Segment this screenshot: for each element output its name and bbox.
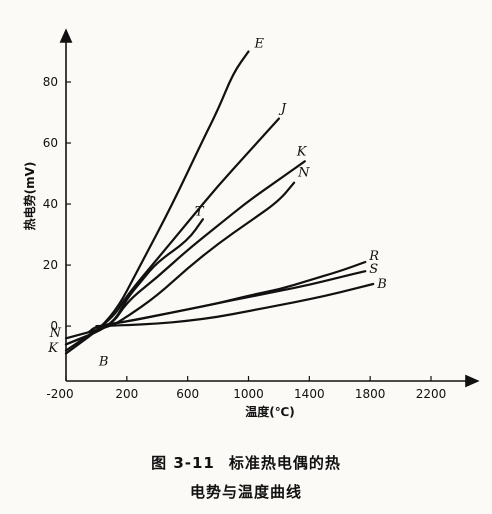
y-tick-label: 20 bbox=[43, 258, 58, 272]
x-tick-label: 1000 bbox=[233, 387, 264, 401]
x-tick-label: 1800 bbox=[355, 387, 386, 401]
chart: -200 200 600 1000 1400 1800 2200 0 20 40 60 80 温度(℃… bbox=[22, 28, 480, 419]
x-tick-label: 1400 bbox=[294, 387, 325, 401]
series-start-label-K: K bbox=[47, 341, 59, 356]
series-line-S bbox=[87, 270, 367, 334]
x-tick-label: 2200 bbox=[416, 387, 447, 401]
figure-caption-line-1: 图 3-11 标准热电偶的热 bbox=[0, 452, 492, 473]
y-tick-label: 40 bbox=[43, 197, 58, 211]
series-label-R: R bbox=[368, 249, 379, 264]
x-axis-label: 温度(℃) bbox=[245, 404, 295, 419]
series-line-J bbox=[64, 117, 280, 352]
series-layer bbox=[64, 50, 375, 355]
x-tick-label: 600 bbox=[176, 387, 199, 401]
series-label-E: E bbox=[254, 36, 265, 51]
series-label-B: B bbox=[376, 277, 387, 292]
series-label-S: S bbox=[369, 262, 378, 277]
caption-text-2: 电势与温度曲线 bbox=[189, 483, 302, 501]
series-line-N bbox=[64, 181, 296, 340]
y-tick-label: 0 bbox=[50, 319, 58, 333]
series-label-N: N bbox=[297, 166, 310, 181]
series-label-T: T bbox=[195, 204, 205, 219]
y-tick-label: 60 bbox=[43, 136, 58, 150]
series-line-E bbox=[64, 50, 250, 355]
figure-number: 图 3-11 bbox=[151, 454, 215, 472]
y-tick-label: 80 bbox=[43, 75, 58, 89]
figure-caption-line-2: 电势与温度曲线 bbox=[0, 481, 492, 502]
caption-text-1: 标准热电偶的热 bbox=[228, 454, 341, 472]
series-line-B bbox=[95, 282, 375, 328]
series-start-label-N: N bbox=[49, 326, 62, 341]
y-axis-label: 热电势(mV) bbox=[22, 162, 37, 231]
x-tick-label: 200 bbox=[115, 387, 138, 401]
axes-layer: -200 200 600 1000 1400 1800 2200 0 20 40 60 80 bbox=[43, 28, 480, 401]
series-label-J: J bbox=[278, 102, 287, 117]
series-start-label-B: B bbox=[98, 355, 109, 370]
series-line-K bbox=[64, 160, 306, 346]
x-tick-label: -200 bbox=[46, 387, 73, 401]
series-label-K: K bbox=[296, 144, 308, 159]
